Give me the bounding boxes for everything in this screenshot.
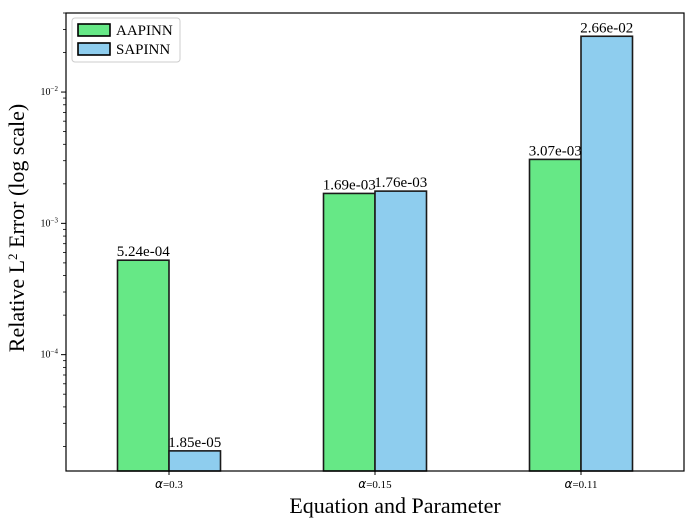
bar-aapinn-1: [116, 259, 170, 472]
bar-sapinn-1: [168, 450, 222, 472]
legend-label-aapinn: AAPINN: [116, 23, 173, 39]
x-tick-label-1: α=0.3: [155, 477, 183, 491]
x-axis: α=0.3 α=0.15 α=0.11: [155, 471, 597, 491]
y-tick-label-2: 10−3: [41, 216, 59, 229]
bar-label-sapinn-1: 1.85e-05: [168, 435, 221, 451]
bar-sapinn-3: [580, 35, 634, 472]
y-axis-title: Relative L2 Error (log scale): [4, 104, 29, 352]
y-axis: 10−4 10−3 10−2: [41, 12, 66, 447]
bar-label-aapinn-1: 5.24e-04: [117, 244, 170, 260]
legend-label-sapinn: SAPINN: [116, 42, 170, 58]
bar-aapinn-3: [528, 158, 582, 472]
bar-label-sapinn-3: 2.66e-02: [580, 20, 633, 36]
legend-swatch-aapinn: [77, 23, 111, 37]
y-axis-title-sup: 2: [5, 253, 20, 260]
legend-swatch-sapinn: [77, 42, 111, 56]
bar-sapinn-2: [374, 190, 428, 472]
y-tick-label-3: 10−2: [41, 85, 59, 98]
x-axis-title: Equation and Parameter: [289, 493, 501, 518]
y-axis-title-main: Relative L: [4, 260, 29, 352]
bar-label-sapinn-2: 1.76e-03: [374, 175, 427, 191]
bar-label-aapinn-3: 3.07e-03: [529, 143, 582, 159]
bar-aapinn-2: [322, 192, 376, 472]
x-tick-label-2: α=0.15: [358, 477, 392, 491]
x-tick-label-3: α=0.11: [565, 477, 598, 491]
bar-value-labels: 5.24e-04 1.85e-05 1.69e-031.76e-03 3.07e-03…: [117, 20, 633, 451]
bar-label-aapinn-2: 1.69e-03: [323, 177, 376, 193]
y-axis-title-suffix: Error (log scale): [4, 104, 29, 254]
bars-layer: [116, 35, 634, 472]
y-tick-label-1: 10−4: [41, 348, 59, 361]
legend: AAPINN SAPINN: [71, 17, 181, 63]
